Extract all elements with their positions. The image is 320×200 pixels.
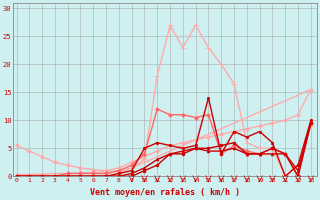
X-axis label: Vent moyen/en rafales ( km/h ): Vent moyen/en rafales ( km/h ) — [90, 188, 240, 197]
